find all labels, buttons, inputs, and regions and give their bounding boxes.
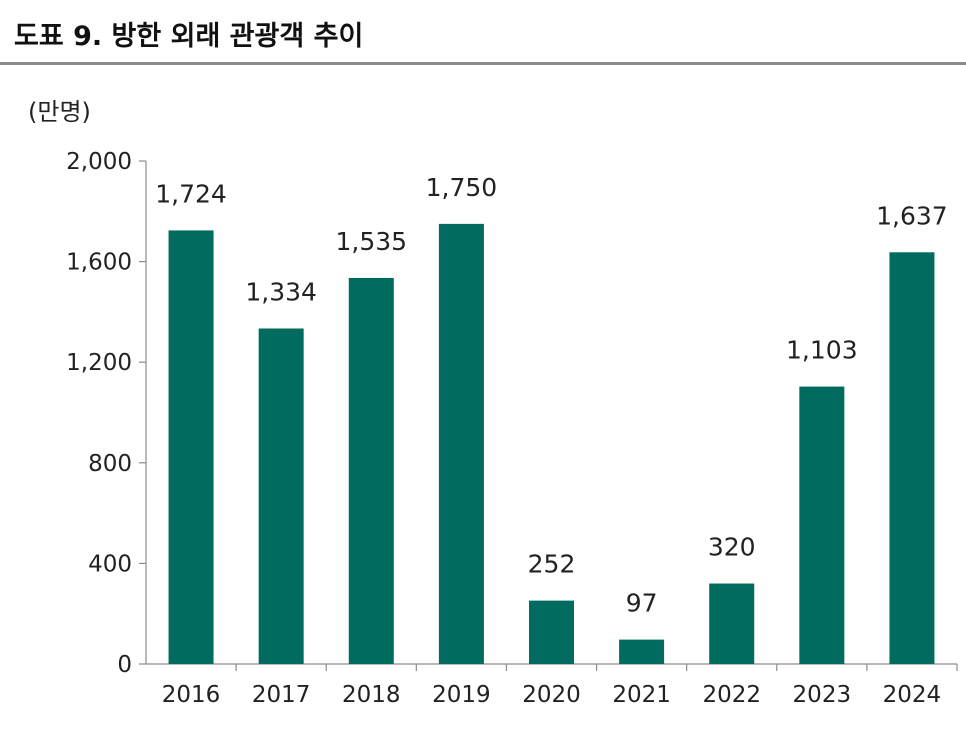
data-label: 320 xyxy=(708,533,756,562)
bar xyxy=(709,583,755,664)
y-tick-label: 1,600 xyxy=(66,250,132,276)
data-label: 1,103 xyxy=(786,336,858,365)
data-label: 1,750 xyxy=(426,173,498,202)
value-labels: 1,724 1,334 1,535 1,750 252 97 320 1,103 1,637 xyxy=(155,173,947,618)
x-tick-label: 2019 xyxy=(432,682,491,708)
bar xyxy=(889,252,935,664)
x-tick-label: 2023 xyxy=(793,682,852,708)
header-divider xyxy=(0,62,966,65)
x-tick-label: 2016 xyxy=(162,682,221,708)
data-label: 1,724 xyxy=(155,179,227,208)
data-label: 1,535 xyxy=(335,227,407,256)
y-tick-label: 800 xyxy=(88,451,132,477)
y-axis-unit-label: (만명) xyxy=(28,98,91,126)
bar xyxy=(258,328,304,664)
x-axis-ticks: 2016 2017 2018 2019 2020 2021 2022 2023 2024 xyxy=(162,664,958,708)
y-axis-ticks: 0 400 800 1,200 1,600 2,000 xyxy=(66,149,146,678)
x-tick-label: 2020 xyxy=(522,682,581,708)
data-label: 1,334 xyxy=(245,277,317,306)
bar xyxy=(168,230,214,664)
bar xyxy=(799,386,845,664)
bar xyxy=(438,223,484,664)
bar xyxy=(348,277,394,664)
chart-header: 도표 9. 방한 외래 관광객 추이 xyxy=(0,0,966,65)
bar xyxy=(619,639,665,664)
x-tick-label: 2017 xyxy=(252,682,311,708)
x-tick-label: 2021 xyxy=(612,682,671,708)
y-tick-label: 2,000 xyxy=(66,149,132,175)
data-label: 1,637 xyxy=(876,201,948,230)
x-tick-label: 2018 xyxy=(342,682,401,708)
x-tick-label: 2024 xyxy=(883,682,942,708)
bars xyxy=(168,223,935,664)
data-label: 97 xyxy=(626,589,658,618)
y-tick-label: 1,200 xyxy=(66,350,132,376)
chart-title: 도표 9. 방한 외래 관광객 추이 xyxy=(14,21,364,52)
y-tick-label: 400 xyxy=(88,551,132,577)
x-tick-label: 2022 xyxy=(702,682,761,708)
bar xyxy=(529,600,574,664)
y-tick-label: 0 xyxy=(117,652,132,678)
data-label: 252 xyxy=(528,550,576,579)
